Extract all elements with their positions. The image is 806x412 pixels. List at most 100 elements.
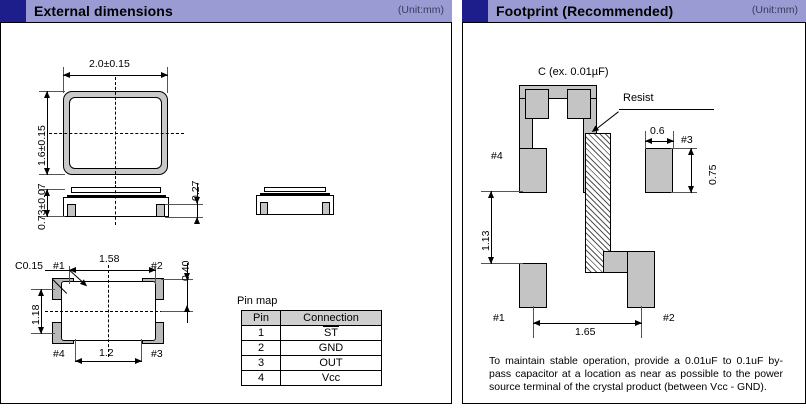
table-row: 3 OUT — [241, 355, 382, 371]
ext-line — [39, 216, 65, 217]
dim-line-width — [63, 75, 168, 76]
dim-line-1-13 — [491, 191, 492, 264]
arrow-up — [487, 191, 494, 198]
side-lid — [71, 187, 161, 193]
top-view-height-dim: 1.6±0.15 — [36, 125, 48, 166]
capacitor-label: C (ex. 0.01µF) — [538, 66, 609, 78]
ext-line — [161, 311, 193, 312]
bottom-pin2-label: #2 — [151, 260, 163, 272]
footprint-pin3-label: #3 — [681, 134, 693, 146]
footprint-drawing-area: C (ex. 0.01µF) Resist #4 0.6 #3 — [462, 22, 806, 404]
footprint-note: To maintain stable operation, provide a … — [489, 355, 783, 393]
dim-line-1-18 — [41, 289, 42, 334]
arrow-right — [667, 137, 674, 144]
dim-line-1-2 — [75, 361, 142, 362]
th-connection: Connection — [280, 310, 382, 326]
dim-line-1-58 — [69, 270, 156, 271]
arrow-left — [63, 71, 70, 78]
arrow-down — [687, 186, 694, 193]
cell-connection: Vcc — [280, 370, 382, 386]
table-row: 1 ST — [241, 325, 382, 341]
footprint-pad-height-dim: 0.75 — [707, 164, 719, 185]
centerline-horizontal — [45, 311, 173, 312]
pin-map-table: Pin Connection 1 ST 2 GND 3 OUT 4 — [241, 310, 382, 386]
footprint-header: Footprint (Recommended) (Unit:mm) — [462, 0, 806, 22]
resist-label: Resist — [623, 92, 654, 104]
side-view-foot-dim: 0.27 — [190, 180, 202, 201]
footprint-pin4-label: #4 — [491, 150, 503, 162]
ext-line — [155, 266, 156, 284]
footprint-pad-width-dim: 0.6 — [650, 125, 665, 137]
ext-line — [141, 339, 142, 361]
bottom-right-dim: 0.40 — [180, 260, 192, 281]
dim-line-0-40 — [187, 263, 188, 323]
table-row: 2 GND — [241, 340, 382, 356]
pin-map-caption: Pin map — [237, 295, 278, 307]
dim-line-thickness — [47, 189, 48, 217]
arrow-up — [193, 217, 200, 224]
arrow-left — [645, 137, 652, 144]
dim-line-0-6 — [645, 141, 674, 142]
end-lid — [264, 187, 326, 192]
unit-label: (Unit:mm) — [751, 4, 798, 16]
ext-line — [671, 192, 697, 193]
cell-connection-text: ST — [322, 326, 340, 339]
side-foot-right — [156, 204, 165, 217]
arrow-right — [135, 357, 142, 364]
end-seal — [260, 193, 330, 196]
unit-label: (Unit:mm) — [397, 4, 444, 16]
footprint-pin2-label: #2 — [663, 312, 675, 324]
arrow-up — [43, 91, 50, 98]
external-dimensions-drawing-area: 2.0±0.15 1.6±0.15 0.73±0.07 — [0, 22, 452, 404]
dim-line-0-75 — [691, 148, 692, 193]
end-body — [256, 195, 334, 215]
footprint-panel: Footprint (Recommended) (Unit:mm) C (ex.… — [462, 0, 806, 404]
arrow-up — [43, 189, 50, 196]
leader-line — [45, 270, 71, 271]
ext-line — [165, 204, 203, 205]
bottom-left-dim: 1.18 — [30, 304, 42, 325]
ext-line — [39, 91, 65, 92]
footprint-pad-4 — [519, 148, 547, 193]
cell-pin: 4 — [241, 370, 281, 386]
end-foot-right — [322, 202, 330, 215]
arrow-right — [149, 266, 156, 273]
table-header-row: Pin Connection — [241, 310, 382, 326]
arrow-down — [183, 273, 190, 280]
ext-line — [481, 263, 523, 264]
arrow-down — [193, 197, 200, 204]
bottom-top-dim: 1.58 — [99, 253, 120, 265]
arrow-down — [43, 210, 50, 217]
th-pin: Pin — [241, 310, 281, 326]
arrow-right — [161, 71, 168, 78]
cell-connection: OUT — [280, 355, 382, 371]
side-seal — [67, 195, 166, 198]
cell-pin: 1 — [241, 325, 281, 341]
arrow-up — [37, 289, 44, 296]
chamfer-label: C0.15 — [15, 260, 44, 272]
footprint-pad-2 — [627, 251, 655, 308]
bottom-pin4-label: #4 — [53, 348, 65, 360]
arrow-left — [69, 266, 76, 273]
footprint-horizontal-pitch-dim: 1.65 — [575, 326, 596, 338]
header-square-icon — [0, 0, 26, 22]
centerline-horizontal — [49, 133, 184, 134]
arrow-down — [37, 327, 44, 334]
end-foot-left — [260, 202, 268, 215]
ext-line — [161, 279, 193, 280]
bottom-pin1-label: #1 — [53, 260, 65, 272]
arrow-up — [687, 148, 694, 155]
footprint-vertical-pitch-dim: 1.13 — [480, 230, 492, 251]
arrow-left — [533, 319, 540, 326]
centerline-vertical — [115, 185, 116, 225]
ext-line — [63, 67, 64, 93]
side-body — [63, 197, 169, 217]
ext-line — [671, 148, 697, 149]
arrow-left — [75, 357, 82, 364]
footprint-pad-1 — [519, 263, 547, 308]
ext-line — [69, 266, 70, 284]
capacitor-pad-left — [525, 89, 549, 119]
bottom-pin3-label: #3 — [151, 348, 163, 360]
cell-connection: ST — [280, 325, 382, 341]
ext-line — [481, 191, 523, 192]
